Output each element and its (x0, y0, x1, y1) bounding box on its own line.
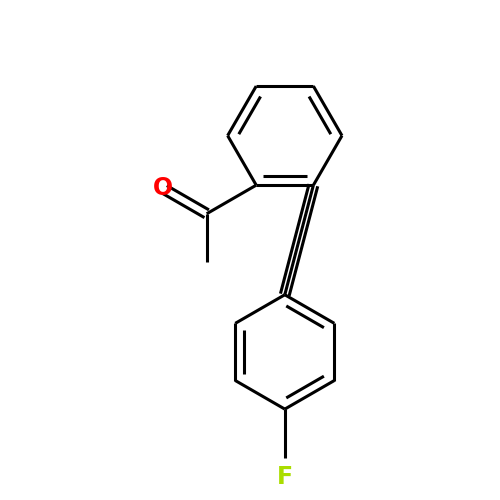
Text: F: F (276, 465, 293, 489)
Text: O: O (152, 176, 172, 200)
